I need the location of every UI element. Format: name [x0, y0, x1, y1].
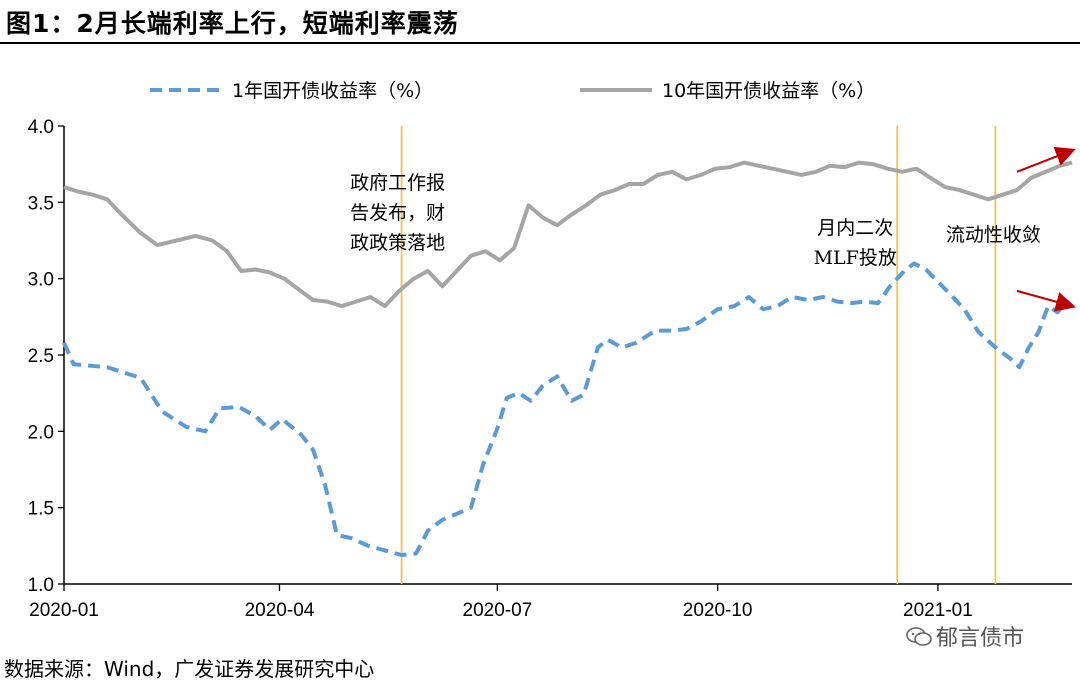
event-annotation: 政政策落地 [350, 232, 445, 254]
legend-label: 1年国开债收益率（%） [232, 80, 433, 102]
event-annotation: 月内二次 [817, 217, 893, 239]
wechat-icon [906, 627, 932, 646]
y-tick-label: 3.5 [28, 193, 54, 214]
watermark: 郁言债市 [906, 620, 1024, 652]
series-lines [62, 160, 1074, 557]
event-annotation: 政府工作报 [350, 172, 445, 194]
event-annotation: 告发布，财 [350, 202, 445, 224]
page-title: 图1：2月长端利率上行，短端利率震荡 [6, 9, 459, 38]
x-tick-label: 2021-01 [903, 600, 973, 621]
title-divider [0, 42, 1080, 44]
legend-label: 10年国开债收益率（%） [662, 80, 875, 102]
trend-arrow [1016, 289, 1076, 312]
y-tick-label: 1.5 [28, 499, 54, 520]
x-tick-label: 2020-10 [683, 600, 753, 621]
y-tick-label: 2.5 [28, 346, 54, 367]
trend-arrows [1016, 146, 1076, 312]
x-tick-label: 2020-01 [29, 600, 99, 621]
trend-arrow [1016, 146, 1076, 173]
x-tick-label: 2020-07 [463, 600, 533, 621]
series-line-1y [62, 261, 1074, 557]
watermark-text: 郁言债市 [936, 626, 1025, 651]
event-lines [400, 126, 997, 584]
y-tick-label: 1.0 [28, 575, 54, 596]
event-annotation: MLF投放 [814, 247, 897, 269]
y-tick-label: 3.0 [28, 270, 54, 291]
chart-axes: 1.0 1.5 2.0 2.5 3.0 3.5 4.0 2020-01 2020-04 2020-… [28, 117, 1072, 621]
y-tick-label: 2.0 [28, 422, 54, 443]
event-annotation: 流动性收敛 [946, 224, 1041, 246]
series-line-10y [63, 160, 1073, 309]
data-source-note: 数据来源：Wind，广发证券发展研究中心 [4, 657, 375, 681]
legend: 1年国开债收益率（%） 10年国开债收益率（%） [150, 80, 875, 102]
yield-line-chart: 1.0 1.5 2.0 2.5 3.0 3.5 4.0 2020-01 2020-04 2020-… [28, 80, 1076, 621]
y-tick-label: 4.0 [28, 117, 54, 138]
x-tick-label: 2020-04 [245, 600, 315, 621]
